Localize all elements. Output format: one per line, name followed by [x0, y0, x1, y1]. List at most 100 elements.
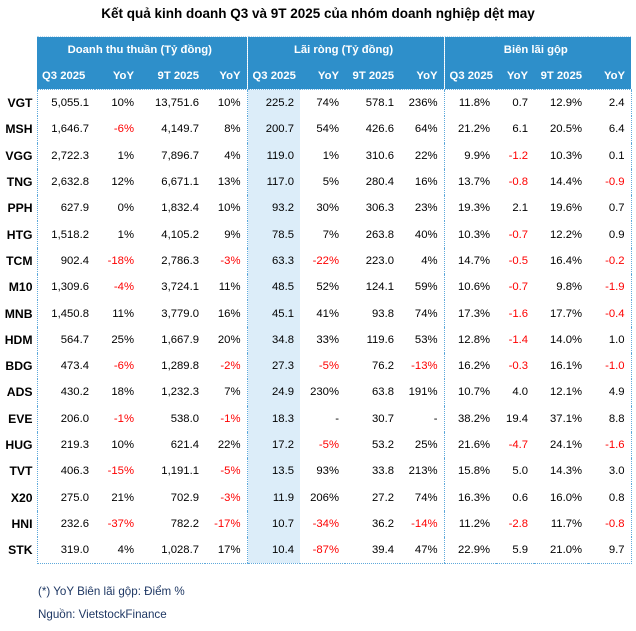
value-cell: 45.1: [246, 300, 301, 327]
value-cell: 263.8: [365, 228, 395, 241]
value-cell: 426.6: [365, 123, 395, 136]
value-cell: 11.7%: [550, 517, 583, 530]
value-cell: 24.1%: [550, 439, 583, 451]
corner-cell: [0, 36, 37, 63]
value-cell: 275.0: [36, 484, 95, 511]
value-cell: 4,149.7: [161, 123, 199, 136]
value-cell: 4%: [421, 254, 438, 267]
value-cell: 74%: [414, 491, 438, 504]
value-cell: 17.7%: [550, 307, 583, 320]
value-cell: 6,671.1: [161, 176, 199, 189]
value-cell: 19.3%: [443, 195, 497, 222]
col-header-q3: Q3 2025: [247, 63, 301, 90]
value-cell: 9.9%: [443, 142, 497, 169]
value-cell: 306.3: [365, 202, 395, 215]
table-row: TCM 902.4 -18% 2,786.3 -3% 63.3 -22% 223.0 4% 14.…: [0, 247, 632, 275]
value-cell: 119.6: [366, 333, 395, 346]
value-cell: 16.0%: [550, 491, 583, 504]
ticker-label: MNB: [4, 306, 33, 321]
value-cell: 1,289.8: [161, 360, 199, 373]
page-title: Kết quả kinh doanh Q3 và 9T 2025 của nhó…: [101, 6, 535, 21]
value-cell: 627.9: [36, 195, 95, 222]
value-cell: 9.7: [588, 537, 632, 565]
value-cell: -0.5: [508, 254, 529, 267]
value-cell: -3%: [220, 254, 241, 267]
value-cell: 63.3: [246, 247, 301, 275]
value-cell: -1.2: [508, 149, 529, 162]
value-cell: 27.3: [246, 352, 301, 380]
value-cell: 7%: [224, 386, 241, 399]
value-cell: 1,667.9: [161, 333, 199, 346]
value-cell: 1%: [117, 149, 134, 162]
value-cell: 5,055.1: [36, 89, 95, 117]
value-cell: 17%: [205, 537, 248, 565]
value-cell: 19.4: [506, 412, 529, 425]
value-cell: -1%: [220, 412, 241, 425]
ticker-label: M10: [8, 280, 33, 295]
value-cell: 64%: [414, 123, 438, 136]
results-table: Doanh thu thuần (Tỷ đồng) Lãi ròng (Tỷ đ…: [0, 36, 632, 565]
value-cell: 16%: [414, 176, 438, 189]
value-cell: 1,646.7: [36, 116, 95, 143]
value-cell: -5%: [220, 465, 241, 478]
ticker-label: VGG: [5, 148, 33, 163]
value-cell: 1,028.7: [140, 537, 205, 565]
value-cell: 12%: [111, 176, 134, 189]
ticker-label: TCM: [6, 253, 33, 268]
ticker-label: EVE: [8, 411, 33, 426]
value-cell: 1,832.4: [161, 202, 199, 215]
value-cell: -5%: [318, 360, 340, 373]
value-cell: -1.6: [508, 307, 529, 320]
value-cell: 564.7: [36, 326, 95, 353]
value-cell: -37%: [107, 517, 134, 530]
table-body: VGT 5,055.1 10% 13,751.6 10% 225.2 74% 578.1 236…: [0, 89, 632, 565]
value-cell: 47%: [400, 537, 445, 565]
value-cell: 3,724.1: [161, 281, 199, 294]
value-cell: 0.7: [512, 97, 529, 110]
col-header-9t: 9T 2025: [534, 63, 589, 90]
value-cell: 74%: [414, 307, 438, 320]
value-cell: 24.9: [246, 379, 301, 406]
value-cell: 14.0%: [550, 333, 583, 346]
value-cell: 11%: [112, 307, 134, 320]
ticker-label: HNI: [11, 516, 33, 531]
ticker-label: TNG: [6, 175, 33, 190]
value-cell: 21.6%: [443, 431, 497, 459]
value-cell: 14.4%: [550, 176, 583, 189]
value-cell: 76.2: [372, 360, 395, 373]
value-cell: 8%: [224, 123, 241, 136]
value-cell: 1,232.3: [161, 386, 199, 399]
table-row: HTG 1,518.2 1% 4,105.2 9% 78.5 7% 263.8 40% 10.3%…: [0, 221, 632, 248]
value-cell: 21.2%: [443, 116, 497, 143]
value-cell: 0%: [117, 202, 134, 215]
value-cell: 10%: [111, 439, 134, 451]
col-header-yoy: YoY: [95, 63, 140, 90]
value-cell: 18%: [111, 386, 134, 399]
value-cell: 15.8%: [443, 458, 497, 485]
value-cell: -6%: [113, 123, 134, 136]
value-cell: 93%: [316, 465, 340, 478]
value-cell: 1,309.6: [36, 274, 95, 301]
table-row: TNG 2,632.8 12% 6,671.1 13% 117.0 5% 280.4 16% 13…: [0, 168, 632, 196]
col-header-yoy: YoY: [205, 63, 248, 90]
value-cell: 10%: [217, 202, 241, 215]
value-cell: 1.0: [588, 326, 632, 353]
value-cell: 12.2%: [550, 228, 583, 241]
ticker-label: ADS: [6, 385, 33, 400]
value-cell: 5%: [322, 176, 340, 189]
value-cell: -3%: [220, 491, 241, 504]
value-cell: 124.1: [365, 281, 395, 294]
col-header-yoy: YoY: [400, 63, 445, 90]
value-cell: 310.6: [365, 149, 395, 162]
value-cell: 63.8: [372, 386, 395, 399]
table-row: STK 319.0 4% 1,028.7 17% 10.4 -87% 39.4 47% 22.9%…: [0, 537, 632, 565]
value-cell: 33%: [316, 333, 340, 346]
value-cell: 5.9: [496, 537, 535, 565]
value-cell: 10%: [217, 97, 241, 110]
value-cell: 40%: [414, 228, 438, 241]
value-cell: 20%: [217, 333, 241, 346]
value-cell: 23%: [414, 202, 438, 215]
value-cell: 34.8: [246, 326, 301, 353]
value-cell: 3.0: [588, 458, 632, 485]
value-cell: 4.0: [512, 386, 529, 399]
